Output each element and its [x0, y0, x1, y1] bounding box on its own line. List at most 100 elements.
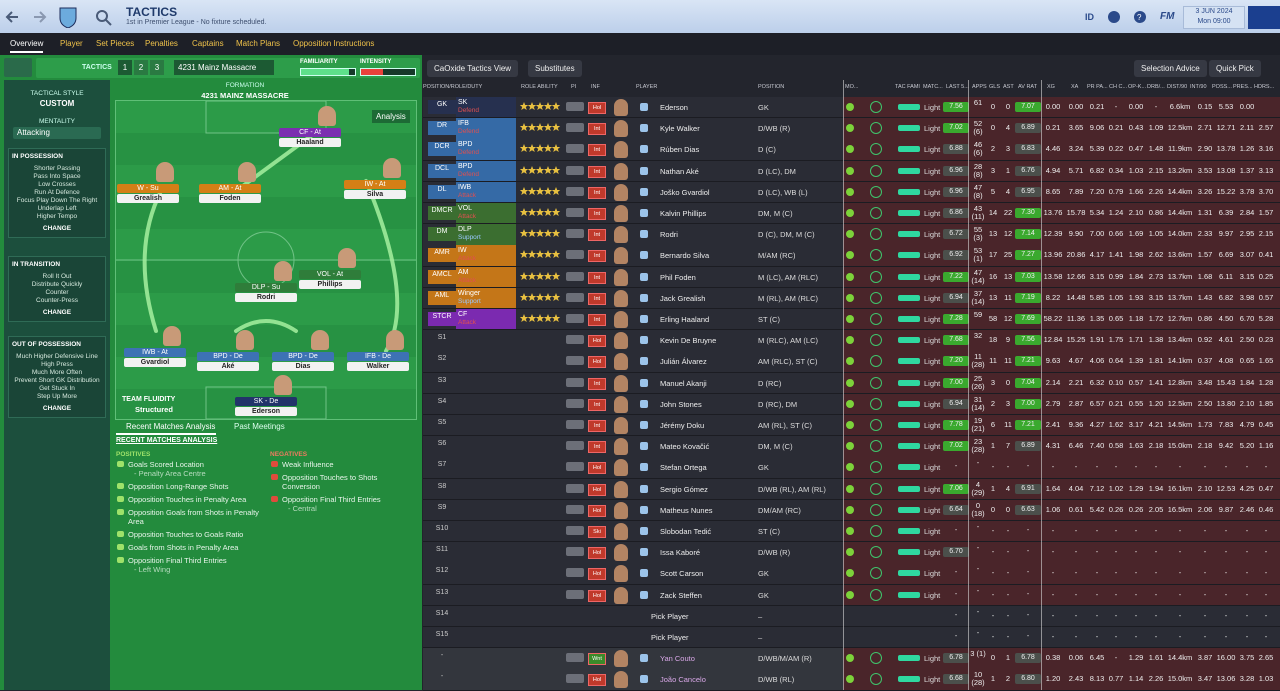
column-header[interactable]: INT/90: [1190, 84, 1207, 90]
tactic-dropdown[interactable]: 4231 Mainz Massacre: [174, 60, 274, 75]
column-header[interactable]: DRB/...: [1147, 84, 1165, 90]
player-name[interactable]: Rúben Dias: [660, 145, 700, 155]
player-name[interactable]: Joško Gvardiol: [660, 187, 710, 197]
substitutes-button[interactable]: Substitutes: [528, 60, 582, 77]
player-label[interactable]: Walker: [347, 362, 409, 371]
column-header[interactable]: POSS...: [1212, 84, 1232, 90]
player-name[interactable]: Sergio Gómez: [660, 484, 708, 494]
player-label[interactable]: Gvardiol: [124, 358, 186, 367]
column-header[interactable]: MO...: [845, 84, 859, 90]
column-header[interactable]: ROLE ABILITY: [521, 84, 558, 90]
tab[interactable]: Overview: [10, 39, 44, 53]
player-name[interactable]: Manuel Akanji: [660, 378, 707, 388]
player-name[interactable]: Yan Couto: [660, 654, 695, 664]
stat: 4: [1005, 483, 1011, 493]
player-name[interactable]: John Stones: [660, 399, 702, 409]
player-name[interactable]: Zack Steffen: [660, 590, 702, 600]
column-header[interactable]: TAC FAMI: [895, 84, 920, 90]
column-header[interactable]: CH C...: [1109, 84, 1128, 90]
player-name[interactable]: Slobodan Tedić: [660, 527, 712, 536]
player-name[interactable]: Bernardo Silva: [660, 251, 710, 261]
date-box[interactable]: 3 JUN 2024 Mon 09:00: [1183, 6, 1245, 29]
column-header[interactable]: DIST/90: [1167, 84, 1188, 90]
stat: 12.53: [1216, 483, 1236, 493]
morale-icon: [846, 654, 854, 663]
tab[interactable]: Captains: [192, 39, 224, 48]
column-header[interactable]: PI: [571, 84, 577, 90]
column-header[interactable]: HDRS...: [1254, 84, 1275, 90]
player-name[interactable]: Rodri: [660, 230, 678, 240]
player-name[interactable]: Mateo Kovačić: [660, 442, 710, 452]
tactic-slot[interactable]: 1: [118, 60, 132, 75]
change-button[interactable]: CHANGE: [42, 225, 72, 232]
column-header[interactable]: INF: [591, 84, 600, 90]
tac-fam-bar: [898, 316, 920, 322]
player-name[interactable]: Phil Foden: [660, 272, 696, 282]
player-name[interactable]: Julián Álvarez: [660, 357, 707, 367]
player-name[interactable]: Pick Player: [651, 633, 689, 642]
tab[interactable]: Match Plans: [236, 39, 281, 48]
column-header[interactable]: APPS: [972, 84, 987, 90]
quick-pick-button[interactable]: Quick Pick: [1209, 60, 1261, 77]
column-header[interactable]: PLAYER: [636, 84, 658, 90]
player-name[interactable]: Scott Carson: [660, 569, 704, 579]
column-header[interactable]: POSITION: [758, 84, 785, 90]
column-header[interactable]: PR PA...: [1087, 84, 1108, 90]
stat: 6.78: [943, 653, 969, 664]
column-header[interactable]: PRES...: [1233, 84, 1253, 90]
column-header[interactable]: AV RAT: [1018, 84, 1038, 90]
collapse-button[interactable]: [4, 58, 32, 77]
player-name[interactable]: Matheus Nunes: [660, 505, 713, 515]
tactic-slot[interactable]: 3: [150, 60, 164, 75]
analysis-tab[interactable]: Past Meetings: [234, 422, 285, 431]
stat: 6.89: [1015, 441, 1041, 452]
selection-advice-button[interactable]: Selection Advice: [1134, 60, 1207, 77]
analysis-tab[interactable]: Recent Matches Analysis: [126, 422, 216, 431]
change-button[interactable]: CHANGE: [42, 309, 72, 316]
player-face: [614, 289, 628, 307]
player-name[interactable]: Jérémy Doku: [660, 421, 705, 430]
player-label[interactable]: Grealish: [117, 194, 179, 203]
pi-icon: [566, 335, 584, 345]
player-name[interactable]: Ederson: [660, 103, 688, 112]
change-button[interactable]: CHANGE: [42, 405, 72, 412]
column-header[interactable]: OP-K...: [1128, 84, 1147, 90]
player-label[interactable]: Rodri: [235, 293, 297, 302]
player-label[interactable]: Foden: [199, 194, 261, 203]
column-header[interactable]: POSITION/ROLE/DUTY: [423, 84, 483, 90]
column-header[interactable]: AST: [1003, 84, 1014, 90]
player-label[interactable]: Aké: [197, 362, 259, 371]
tab[interactable]: Player: [60, 39, 83, 48]
player-name[interactable]: Kevin De Bruyne: [660, 336, 717, 346]
tab[interactable]: Set Pieces: [96, 39, 135, 48]
player-name[interactable]: Kyle Walker: [660, 124, 700, 134]
continue-button[interactable]: [1248, 6, 1280, 29]
column-header[interactable]: XA: [1071, 84, 1079, 90]
tab[interactable]: Opposition Instructions: [293, 39, 375, 48]
mentality-dropdown[interactable]: Attacking: [13, 127, 101, 139]
stat: 1.64: [1045, 483, 1061, 493]
view-dropdown[interactable]: CaOxide Tactics View: [427, 60, 519, 77]
id-button[interactable]: ID: [1085, 12, 1094, 22]
tactic-slot[interactable]: 2: [134, 60, 148, 75]
column-header[interactable]: MATC...: [923, 84, 943, 90]
player-name[interactable]: Kalvin Phillips: [660, 209, 707, 218]
instruction: Counter-Press: [36, 297, 78, 304]
player-name[interactable]: Stefan Ortega: [660, 463, 707, 473]
player-label[interactable]: Silva: [344, 190, 406, 199]
column-header[interactable]: XG: [1047, 84, 1055, 90]
column-header[interactable]: LAST 5...: [946, 84, 969, 90]
analysis-button[interactable]: Analysis: [372, 110, 410, 123]
column-header[interactable]: GLS: [989, 84, 1001, 90]
player-name[interactable]: Pick Player: [651, 611, 689, 621]
player-name[interactable]: Jack Grealish: [660, 293, 706, 303]
player-name[interactable]: Erling Haaland: [660, 315, 710, 324]
player-label[interactable]: Ederson: [235, 407, 297, 416]
player-name[interactable]: Issa Kaboré: [660, 548, 701, 558]
player-label[interactable]: Phillips: [299, 280, 361, 289]
player-name[interactable]: João Cancelo: [660, 675, 706, 685]
tab[interactable]: Penalties: [145, 39, 178, 48]
player-label[interactable]: Dias: [272, 362, 334, 371]
player-name[interactable]: Nathan Aké: [660, 166, 699, 176]
player-label[interactable]: Haaland: [279, 138, 341, 147]
